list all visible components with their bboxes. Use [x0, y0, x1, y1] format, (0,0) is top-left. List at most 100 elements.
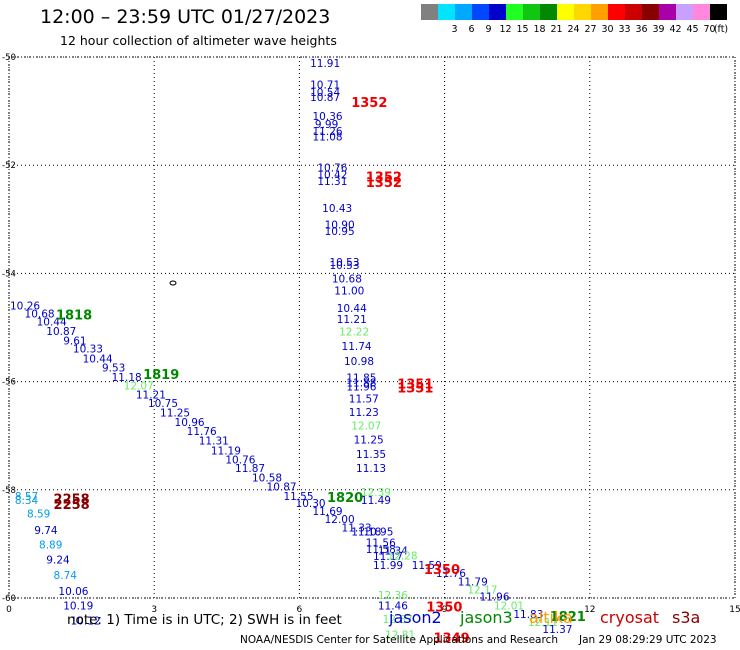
- x-tick-label: 15: [729, 605, 740, 615]
- wave-height-label: 12.11: [528, 617, 558, 629]
- wave-height-label: 11.69: [313, 506, 343, 518]
- y-tick-label: -58: [2, 486, 16, 496]
- wave-height-label: 11.87: [235, 463, 265, 475]
- wave-height-label: 11.56: [366, 537, 396, 549]
- wave-height-label: 11.17: [373, 551, 403, 563]
- wave-height-label: 12.17: [467, 584, 497, 596]
- pass-time-label: 1350: [426, 601, 462, 616]
- wave-height-label: 8.59: [27, 509, 50, 521]
- wave-height-label: 11.31: [199, 436, 229, 448]
- wave-height-label: 11.57: [349, 394, 379, 406]
- y-tick-label: -52: [2, 161, 16, 171]
- wave-height-label: 11.21: [136, 390, 166, 402]
- wave-height-label: 11.96: [479, 592, 509, 604]
- legend-swatch: [676, 4, 693, 20]
- x-tick-label: 6: [297, 605, 303, 615]
- legend-swatch: [591, 4, 608, 20]
- wave-height-label: 11.76: [187, 426, 217, 438]
- wave-height-label: 10.98: [344, 356, 374, 368]
- legend-swatch: [608, 4, 625, 20]
- pass-time-label: 1352: [366, 171, 402, 186]
- wave-height-label: 12.36: [378, 590, 408, 602]
- legend-label: 30: [601, 24, 614, 35]
- wave-height-label: 9.99: [315, 119, 338, 131]
- wave-height-label: 10.36: [313, 111, 343, 123]
- page-title: 12:00 – 23:59 UTC 01/27/2023: [40, 6, 331, 28]
- legend-swatch: [489, 4, 506, 20]
- wave-height-label: 11.08: [313, 132, 343, 144]
- wave-height-label: 11.55: [283, 491, 313, 503]
- legend-label: 33: [618, 24, 631, 35]
- wave-height-label: 11.31: [317, 176, 347, 188]
- wave-height-label: 11.46: [378, 601, 408, 613]
- legend-swatch: [455, 4, 472, 20]
- wave-height-label: 11.18: [112, 372, 142, 384]
- pass-time-label: 1819: [143, 368, 179, 383]
- wave-height-label: 10.68: [25, 309, 55, 321]
- wave-height-label: 11.19: [211, 445, 241, 457]
- wave-height-label: 11.49: [361, 495, 391, 507]
- wave-height-label: 10.44: [337, 303, 367, 315]
- y-tick-label: -60: [2, 594, 16, 604]
- wave-height-label: 11.33: [342, 522, 372, 534]
- wave-height-label: 12.22: [339, 326, 369, 338]
- wave-height-label: 10.95: [325, 226, 355, 238]
- wave-height-label: 10.53: [329, 260, 359, 272]
- pass-time-label: 2258: [54, 498, 90, 513]
- wave-height-label: 10.06: [58, 586, 88, 598]
- legend-swatch: [710, 4, 727, 20]
- legend-swatch: [421, 4, 438, 20]
- legend-unit: (ft): [713, 24, 729, 35]
- wave-height-label: 11.99: [373, 560, 403, 572]
- pass-time-label: 1349: [434, 632, 470, 647]
- legend-label: 27: [584, 24, 597, 35]
- legend-label: 36: [635, 24, 648, 35]
- credit-line: NOAA/NESDIS Center for Satellite Applica…: [240, 634, 558, 646]
- pass-time-label: 1820: [327, 491, 363, 506]
- legend-label: 3: [451, 24, 458, 35]
- wave-height-label: 10.90: [325, 219, 355, 231]
- wave-height-label: 10.96: [175, 417, 205, 429]
- legend-swatch: [625, 4, 642, 20]
- page-subtitle: 12 hour collection of altimeter wave hei…: [60, 33, 337, 48]
- y-tick-label: -56: [2, 378, 16, 388]
- satellite-name-cryosat: cryosat: [600, 608, 660, 627]
- legend-swatch: [659, 4, 676, 20]
- wave-height-label: 11.00: [334, 285, 364, 297]
- wave-height-label: 10.26: [10, 300, 40, 312]
- wave-height-label: 11.74: [342, 341, 372, 353]
- wave-height-label: 12.00: [325, 514, 355, 526]
- wave-height-label: 9.53: [102, 363, 125, 375]
- wave-height-label: 11.34: [378, 546, 408, 558]
- wave-height-label: 11.85: [346, 372, 376, 384]
- legend-label: 39: [652, 24, 665, 35]
- wave-height-label: 10.71: [310, 80, 340, 92]
- x-tick-label: 9: [442, 605, 448, 615]
- pass-time-label: 1352: [351, 96, 387, 111]
- map-frame: [8, 56, 736, 599]
- legend-label: 12: [499, 24, 512, 35]
- wave-height-label: 9.61: [63, 336, 86, 348]
- legend-swatch: [574, 4, 591, 20]
- wave-height-label: 8.74: [54, 570, 78, 582]
- wave-height-label: 12.07: [124, 381, 154, 393]
- satellite-name-s3a: s3a: [672, 608, 701, 627]
- satellite-name-jason2: jason2: [389, 608, 442, 627]
- wave-height-label: 10.43: [322, 203, 352, 215]
- wave-height-label: 10.33: [73, 344, 103, 356]
- footnote: note: 1) Time is in UTC; 2) SWH is in fe…: [67, 612, 342, 628]
- generated-timestamp: Jan 29 08:29:29 UTC 2023: [579, 634, 717, 646]
- wave-height-label: 10.30: [296, 498, 326, 510]
- wave-height-label: 11.18: [351, 527, 381, 539]
- pass-time-label: 1352: [366, 176, 402, 191]
- wave-height-label: 11.76: [436, 568, 466, 580]
- wave-height-label: 10.75: [148, 398, 178, 410]
- legend-label: 21: [550, 24, 563, 35]
- legend-label: 70: [703, 24, 716, 35]
- wave-height-label: 10.87: [310, 92, 340, 104]
- legend-label: 24: [567, 24, 580, 35]
- wave-height-label: 11.83: [513, 609, 543, 621]
- legend-label: 15: [516, 24, 529, 35]
- wave-height-label: 12.01: [494, 601, 524, 613]
